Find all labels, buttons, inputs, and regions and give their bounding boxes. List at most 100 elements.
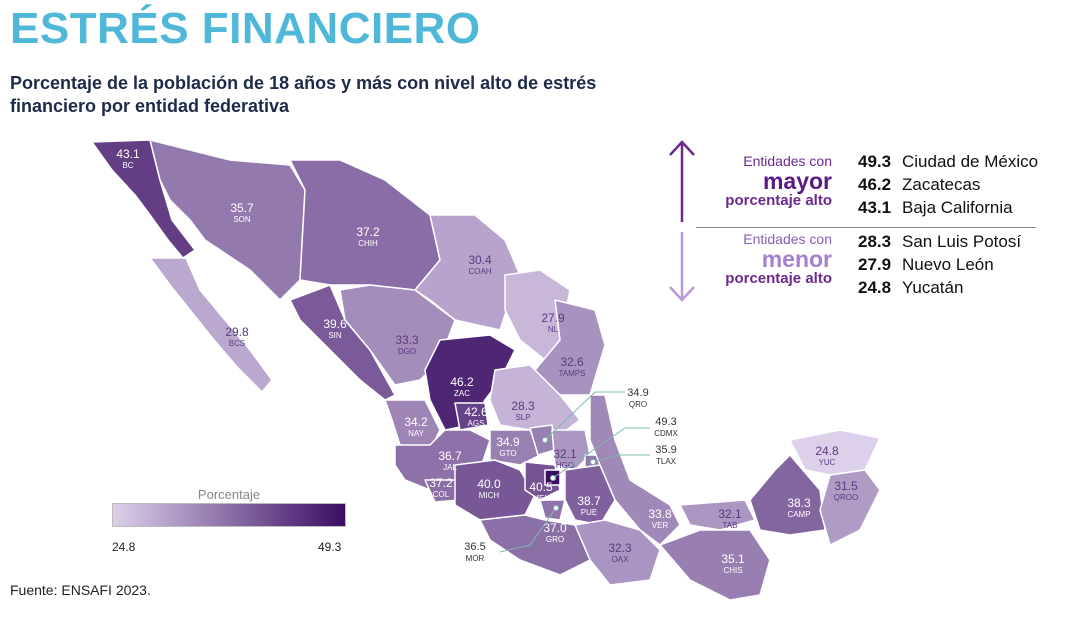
legend-min-label: 24.8 — [112, 540, 136, 554]
state-value: 37.2 — [429, 476, 453, 490]
ranking-arrows — [669, 140, 695, 302]
callout-dot-QRO — [542, 437, 548, 443]
state-value: 32.3 — [608, 541, 632, 555]
state-value: 38.3 — [787, 496, 811, 510]
state-BCS — [149, 257, 273, 393]
ranking-bottom-line2: menor — [761, 245, 832, 272]
state-SIN — [289, 284, 396, 401]
callout-value: 35.9 — [655, 444, 676, 456]
state-SON — [149, 139, 306, 301]
state-CHIS — [659, 529, 771, 601]
callout-value: 49.3 — [655, 416, 676, 428]
state-value: 33.8 — [648, 507, 672, 521]
state-abbr: PUE — [581, 508, 597, 517]
state-abbr: NL — [548, 325, 559, 334]
callout-line-QRO — [544, 391, 625, 441]
legend-title: Porcentaje — [197, 487, 261, 502]
legend-color-bar — [112, 503, 346, 527]
source-note: Fuente: ENSAFI 2023. — [10, 582, 151, 598]
callout-line-MOR — [499, 507, 557, 553]
state-value: 24.8 — [815, 444, 839, 458]
callout-line-TLAX — [592, 454, 650, 463]
state-value: 46.2 — [450, 375, 474, 389]
page-title: ESTRÉS FINANCIERO — [10, 4, 481, 53]
state-OAX — [574, 519, 661, 586]
state-abbr: CAMP — [787, 510, 810, 519]
state-value: 35.1 — [721, 552, 745, 566]
state-abbr: SON — [233, 215, 251, 224]
ranking-top-item: 43.1 Baja California — [858, 198, 1013, 217]
state-abbr: SLP — [515, 413, 530, 422]
ranking-top-line3: porcentaje alto — [725, 191, 832, 209]
state-abbr: JAL — [443, 463, 457, 472]
ranking-bottom-header: Entidades con menor porcentaje alto — [652, 232, 832, 287]
state-abbr: NAY — [408, 429, 425, 438]
callout-line-CDMX — [552, 427, 650, 479]
state-value: 27.9 — [541, 311, 565, 325]
callout-dot-MOR — [553, 505, 559, 511]
state-abbr: BCS — [229, 339, 245, 348]
state-abbr: DGO — [398, 347, 416, 356]
state-abbr: YUC — [819, 458, 836, 467]
callout-abbr: MOR — [466, 554, 485, 563]
state-value: 34.2 — [404, 415, 428, 429]
state-value: 37.0 — [543, 521, 567, 535]
state-abbr: TAB — [723, 521, 738, 530]
legend-max-label: 49.3 — [318, 540, 342, 554]
ranking-top-item: 46.2 Zacatecas — [858, 175, 981, 194]
state-value: 32.1 — [718, 507, 742, 521]
state-labels: 43.1BC35.7SON37.2CHIH30.4COAH27.9NL32.6T… — [116, 147, 858, 575]
ranking-top-item: 49.3 Ciudad de México — [858, 152, 1039, 171]
ranking-bottom-item: 24.8 Yucatán — [858, 278, 964, 297]
callout-dot-CDMX — [550, 475, 556, 481]
callout-abbr: CDMX — [654, 429, 678, 438]
state-abbr: ZAC — [454, 389, 470, 398]
ranking-bottom-line1: Entidades con — [743, 231, 832, 247]
state-abbr: CHIH — [358, 239, 378, 248]
state-abbr: SIN — [328, 331, 342, 340]
state-value: 40.0 — [477, 477, 501, 491]
state-value: 37.2 — [356, 225, 380, 239]
state-abbr: MICH — [479, 491, 500, 500]
callout-value: 34.9 — [627, 387, 648, 399]
state-abbr: HGO — [556, 461, 574, 470]
callout-dots — [542, 437, 596, 511]
callout-value: 36.5 — [464, 541, 485, 553]
callout-abbr: TLAX — [656, 457, 677, 466]
ranking-top-header: Entidades con mayor porcentaje alto — [652, 154, 832, 209]
map-subtitle: Porcentaje de la población de 18 años y … — [10, 73, 597, 116]
state-abbr: COL — [433, 490, 450, 499]
state-abbr: VER — [652, 521, 669, 530]
state-abbr: COAH — [468, 267, 491, 276]
state-value: 31.5 — [834, 479, 858, 493]
state-MOR — [539, 499, 566, 521]
state-abbr: TAMPS — [559, 369, 586, 378]
state-GTO — [489, 429, 541, 466]
state-GRO — [479, 514, 591, 576]
ranking-bottom-item: 27.9 Nuevo León — [858, 255, 994, 274]
ranking-divider — [696, 227, 1036, 228]
state-value: 39.6 — [323, 317, 347, 331]
ranking-panel: Entidades con mayor porcentaje alto 49.3… — [656, 136, 1066, 306]
state-value: 34.9 — [496, 435, 520, 449]
